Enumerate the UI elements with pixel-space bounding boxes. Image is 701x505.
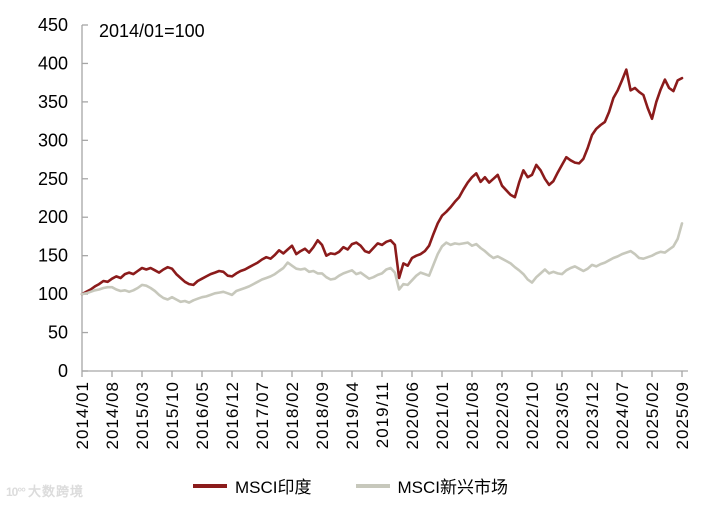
svg-text:300: 300 <box>38 130 68 150</box>
svg-text:2024/07: 2024/07 <box>613 381 632 449</box>
svg-text:200: 200 <box>38 207 68 227</box>
svg-text:2023/05: 2023/05 <box>553 381 572 449</box>
legend-label-msci-india: MSCI印度 <box>235 478 312 497</box>
svg-text:2021/01: 2021/01 <box>433 381 452 449</box>
svg-text:450: 450 <box>38 15 68 35</box>
svg-text:2015/03: 2015/03 <box>133 381 152 449</box>
msci-em-line-swatch <box>355 483 390 488</box>
svg-text:2025/02: 2025/02 <box>643 381 662 449</box>
svg-text:100: 100 <box>38 284 68 304</box>
svg-text:50: 50 <box>48 323 68 343</box>
svg-text:2017/07: 2017/07 <box>253 381 272 449</box>
svg-text:350: 350 <box>38 92 68 112</box>
index-base-annotation: 2014/01=100 <box>99 21 205 41</box>
svg-text:2022/03: 2022/03 <box>493 381 512 449</box>
svg-text:2015/10: 2015/10 <box>163 381 182 449</box>
chart-legend: MSCI印度 MSCI新兴市场 <box>0 473 701 498</box>
legend-item-msci-india: MSCI印度 <box>193 473 312 498</box>
svg-text:2014/01: 2014/01 <box>73 381 92 449</box>
svg-text:2022/10: 2022/10 <box>523 381 542 449</box>
msci-india-line-swatch <box>193 483 227 488</box>
svg-text:2020/06: 2020/06 <box>403 381 422 449</box>
svg-text:2019/04: 2019/04 <box>343 381 362 449</box>
watermark: 10°° 大数跨境 <box>6 481 84 500</box>
svg-text:2021/08: 2021/08 <box>463 381 482 449</box>
svg-text:2016/05: 2016/05 <box>193 381 212 449</box>
svg-text:2014/08: 2014/08 <box>103 381 122 449</box>
svg-text:150: 150 <box>38 246 68 266</box>
svg-text:2018/02: 2018/02 <box>283 381 302 449</box>
svg-text:2018/09: 2018/09 <box>313 381 332 449</box>
line-chart: 0 50 100 150 200 250 300 350 400 450 2014/01 2014/0… <box>38 15 692 449</box>
legend-item-msci-em: MSCI新兴市场 <box>355 473 509 498</box>
svg-text:400: 400 <box>38 53 68 73</box>
dashukuajing-logo-icon: 10°° <box>6 485 26 499</box>
svg-text:2025/09: 2025/09 <box>673 381 692 449</box>
legend-label-msci-em: MSCI新兴市场 <box>397 478 509 497</box>
watermark-text: 大数跨境 <box>27 484 84 499</box>
svg-text:250: 250 <box>38 169 68 189</box>
svg-text:0: 0 <box>58 361 68 381</box>
svg-text:2016/12: 2016/12 <box>223 381 242 449</box>
svg-text:2019/11: 2019/11 <box>373 381 392 448</box>
svg-text:2023/12: 2023/12 <box>583 381 602 449</box>
